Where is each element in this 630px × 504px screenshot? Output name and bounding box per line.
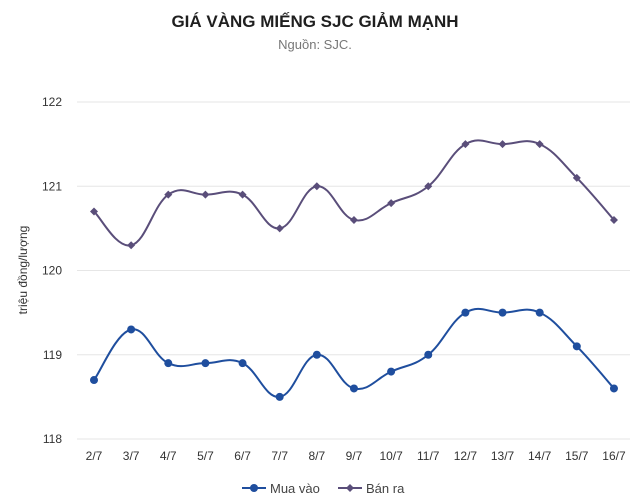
x-tick-label: 3/7	[123, 449, 140, 463]
x-tick-label: 9/7	[346, 449, 363, 463]
data-point[interactable]	[164, 359, 173, 368]
x-tick-label: 4/7	[160, 449, 177, 463]
data-point[interactable]	[609, 215, 618, 224]
x-tick-label: 8/7	[308, 449, 325, 463]
legend-item[interactable]: Mua vào	[242, 481, 320, 496]
data-point[interactable]	[127, 325, 136, 334]
legend-marker-icon	[250, 484, 258, 492]
x-tick-label: 16/7	[602, 449, 626, 463]
data-point[interactable]	[349, 384, 358, 393]
data-point[interactable]	[461, 308, 470, 317]
data-point[interactable]	[275, 224, 284, 233]
y-tick-label: 122	[42, 95, 62, 109]
x-tick-label: 13/7	[491, 449, 515, 463]
data-point[interactable]	[535, 308, 544, 317]
legend-item[interactable]: Bán ra	[338, 481, 405, 496]
grid	[77, 101, 630, 440]
data-point[interactable]	[90, 207, 98, 216]
x-tick-label: 14/7	[528, 449, 552, 463]
data-point[interactable]	[164, 190, 173, 199]
data-point[interactable]	[90, 376, 98, 385]
data-point[interactable]	[238, 190, 247, 199]
data-point[interactable]	[201, 190, 210, 199]
y-tick-label: 121	[42, 179, 62, 193]
chart-title: GIÁ VÀNG MIẾNG SJC GIẢM MẠNH	[171, 12, 458, 31]
data-point[interactable]	[424, 350, 433, 359]
data-point[interactable]	[201, 359, 210, 368]
series-1	[90, 139, 618, 250]
x-tick-label: 11/7	[417, 449, 440, 463]
legend-marker-icon	[346, 484, 354, 492]
y-tick-label: 120	[42, 264, 62, 278]
data-point[interactable]	[424, 182, 433, 191]
series-line	[93, 307, 615, 398]
data-point[interactable]	[387, 367, 396, 376]
data-point[interactable]	[275, 392, 284, 401]
x-tick-label: 15/7	[565, 449, 589, 463]
data-point[interactable]	[238, 359, 247, 368]
data-point[interactable]	[609, 384, 618, 393]
series-line	[93, 139, 615, 247]
data-point[interactable]	[535, 140, 544, 149]
x-tick-label: 5/7	[197, 449, 214, 463]
data-point[interactable]	[461, 140, 470, 149]
y-axis-ticks: 118 119 120 121 122	[42, 95, 62, 446]
x-tick-label: 10/7	[379, 449, 403, 463]
y-tick-label: 118	[43, 432, 62, 446]
series-0	[90, 307, 618, 401]
x-axis-ticks: 2/7 3/7 4/7 5/7 6/7 7/7 8/7 9/7 10/7 11/7 12/7 13/7…	[86, 449, 626, 463]
x-tick-label: 7/7	[271, 449, 288, 463]
data-point[interactable]	[498, 140, 507, 149]
data-point[interactable]	[572, 342, 581, 351]
data-point[interactable]	[312, 182, 321, 191]
y-tick-label: 119	[43, 348, 62, 362]
legend-label: Bán ra	[366, 481, 405, 496]
x-tick-label: 12/7	[454, 449, 478, 463]
data-point[interactable]	[498, 308, 507, 317]
data-point[interactable]	[387, 199, 396, 208]
data-point[interactable]	[349, 215, 358, 224]
legend[interactable]: Mua vào Bán ra	[242, 481, 405, 496]
y-axis-label: triệu đồng/lượng	[16, 226, 30, 315]
chart-subtitle: Nguồn: SJC.	[278, 37, 352, 52]
data-point[interactable]	[572, 173, 581, 182]
series-layer	[90, 139, 618, 401]
data-point[interactable]	[312, 350, 321, 359]
data-point[interactable]	[127, 241, 136, 250]
x-tick-label: 2/7	[86, 449, 103, 463]
x-tick-label: 6/7	[234, 449, 251, 463]
legend-label: Mua vào	[270, 481, 320, 496]
